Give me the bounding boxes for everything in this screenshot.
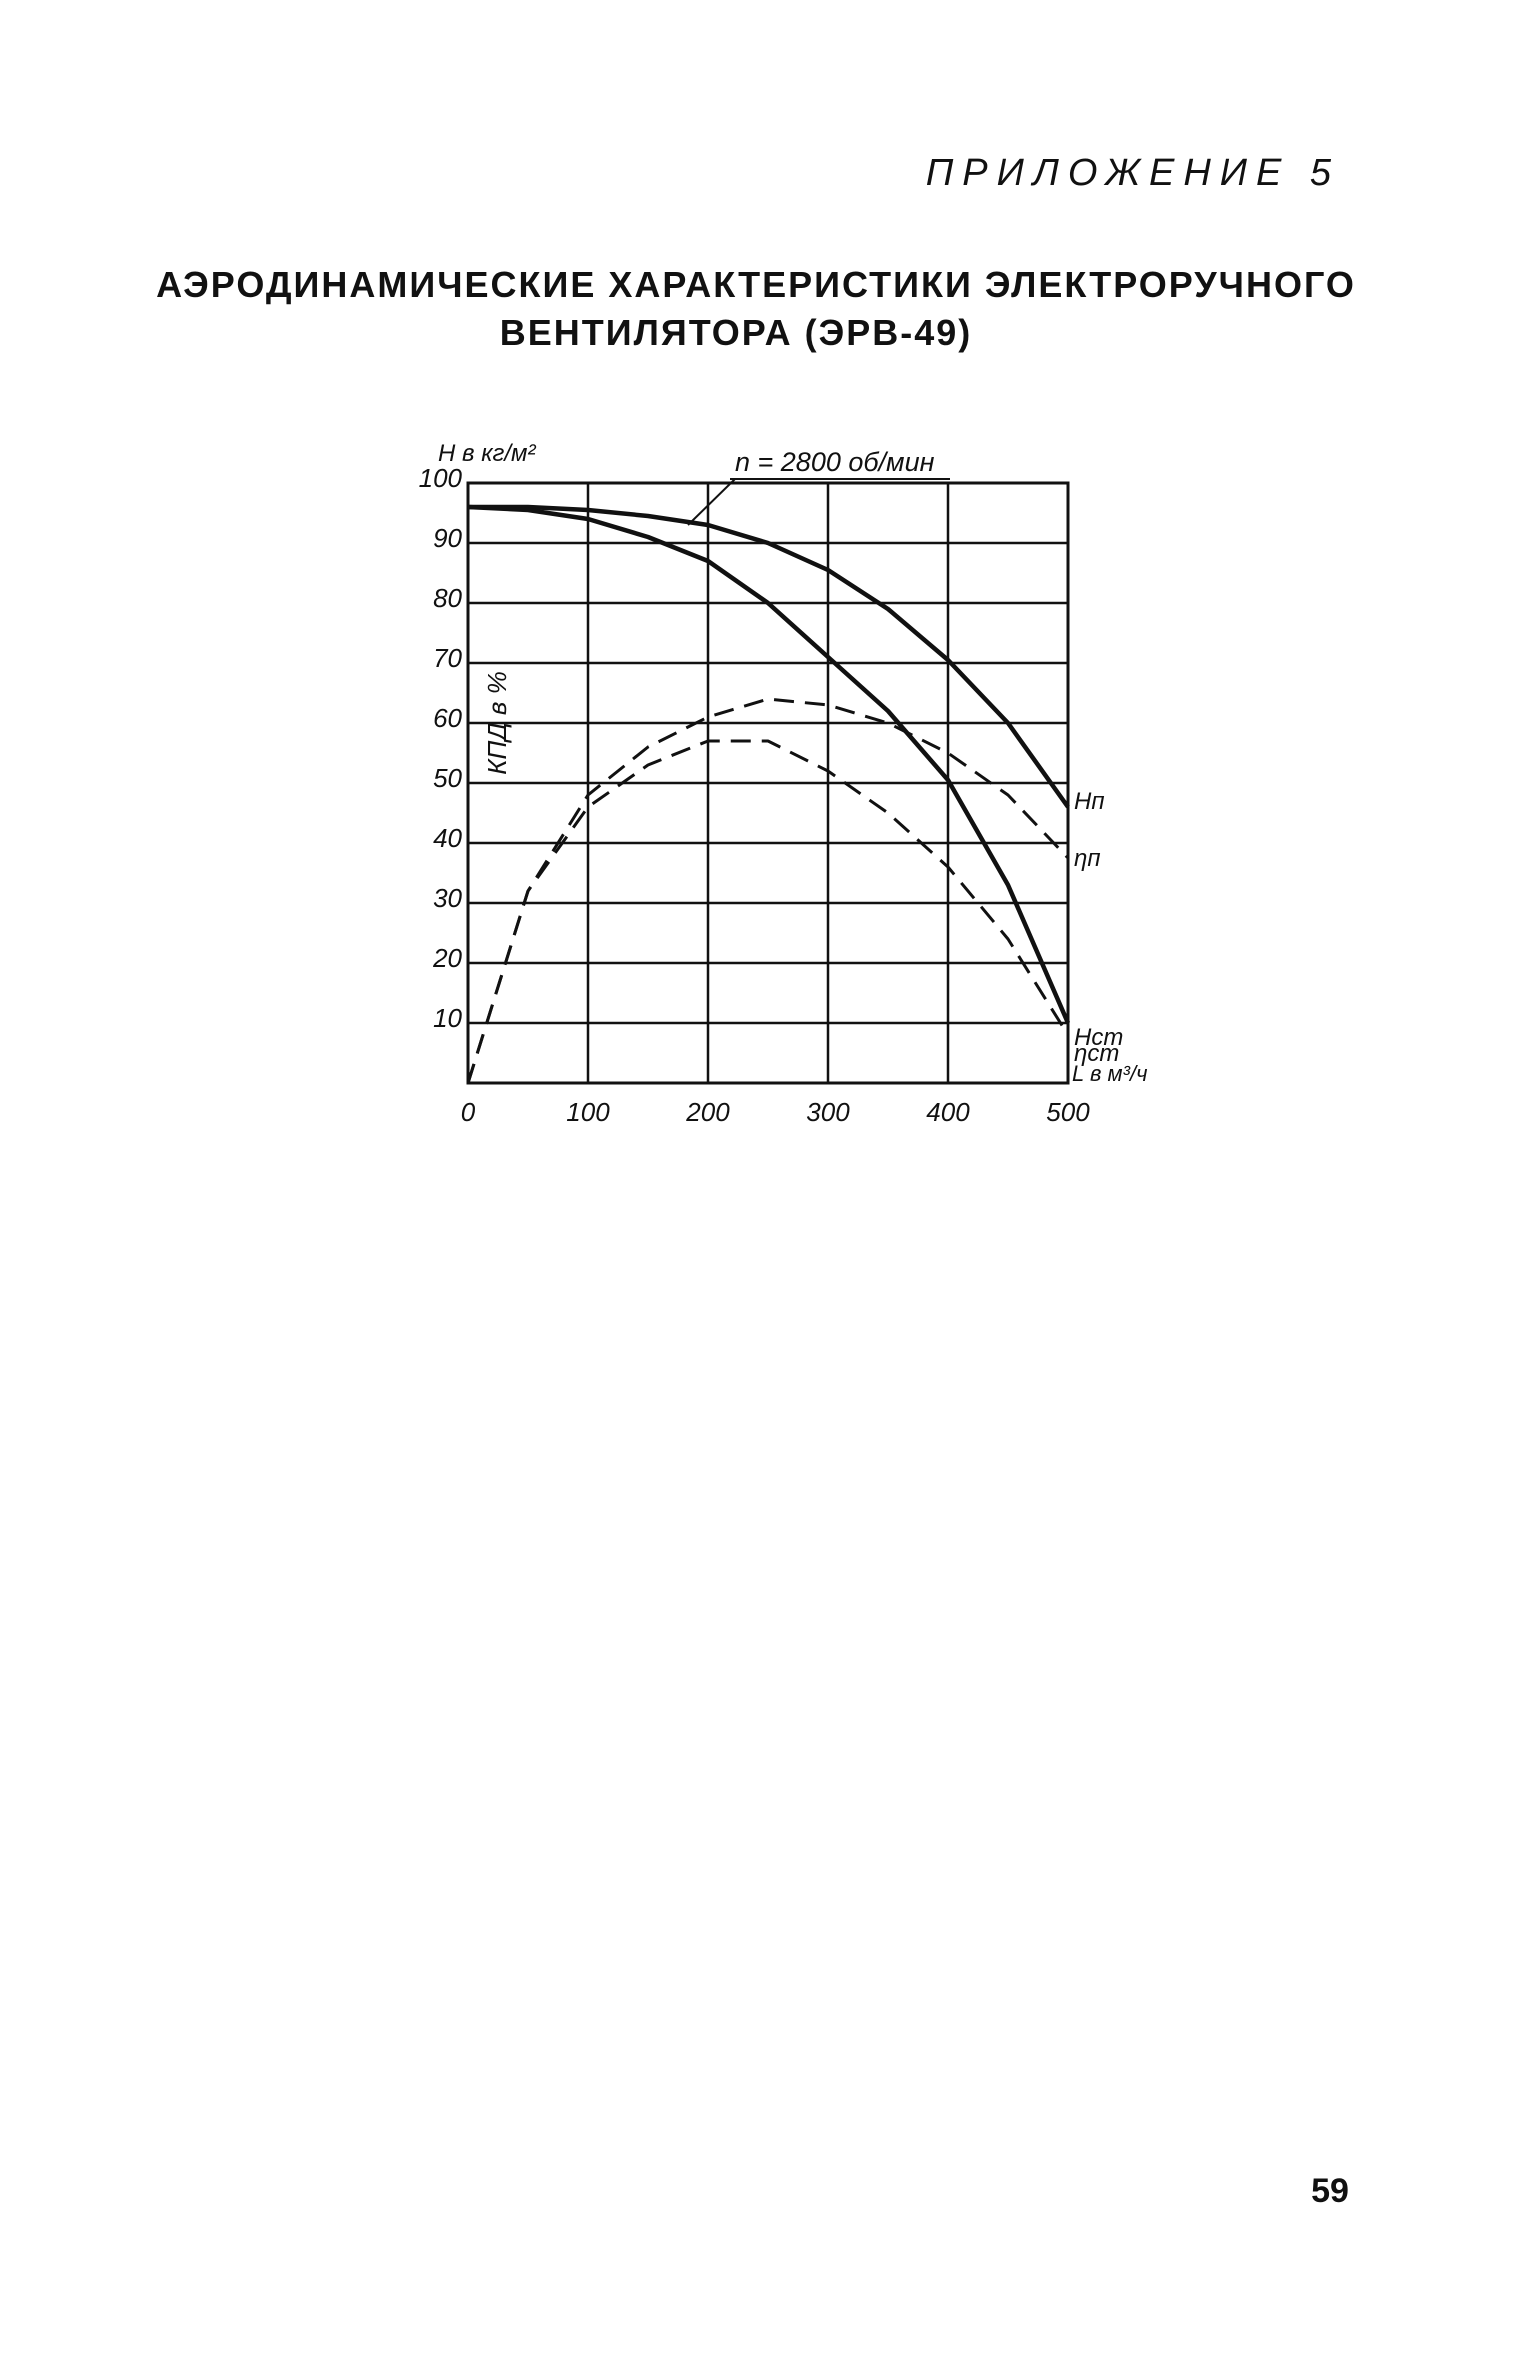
title-line: ВЕНТИЛЯТОРА (ЭРВ-49): [500, 312, 973, 353]
page-number: 59: [1311, 2172, 1349, 2210]
y-tick-label: 90: [433, 523, 462, 553]
y-tick-label: 100: [419, 463, 463, 493]
x-tick-label: 400: [926, 1097, 970, 1127]
y-tick-label: 10: [433, 1003, 462, 1033]
y-tick-label: 70: [433, 643, 462, 673]
y-tick-label: 60: [433, 703, 462, 733]
series-line: [466, 739, 1070, 1084]
series-line: [466, 697, 1070, 1084]
x-tick-label: 300: [806, 1097, 850, 1127]
series-label: Hст: [1074, 1024, 1123, 1051]
annotation-leader: [687, 478, 736, 526]
series-label: ηп: [1074, 845, 1101, 872]
y-tick-label: 30: [433, 883, 462, 913]
series-label: ηст: [1074, 1040, 1119, 1067]
x-tick-label: 200: [685, 1097, 730, 1127]
y-tick-label: 50: [433, 763, 462, 793]
y-axis-label-2: КПД в %: [482, 671, 512, 775]
annotation: n = 2800 об/мин: [735, 447, 935, 477]
y-tick-label: 40: [433, 823, 462, 853]
y-tick-label: 80: [433, 583, 462, 613]
series-line: [468, 504, 1070, 809]
x-tick-label: 100: [566, 1097, 610, 1127]
appendix-label: ПРИЛОЖЕНИЕ 5: [926, 152, 1340, 194]
title-line: АЭРОДИНАМИЧЕСКИЕ ХАРАКТЕРИСТИКИ ЭЛЕКТРОР…: [156, 264, 1356, 305]
x-tick-label: 500: [1046, 1097, 1090, 1127]
series-label: Hп: [1074, 788, 1105, 815]
x-tick-label: 0: [461, 1097, 476, 1127]
y-tick-label: 20: [432, 943, 462, 973]
series-line: [467, 504, 1071, 1024]
x-axis-label: L в м³/ч: [1072, 1061, 1147, 1086]
y-axis-label: H в кг/м²: [438, 440, 536, 467]
